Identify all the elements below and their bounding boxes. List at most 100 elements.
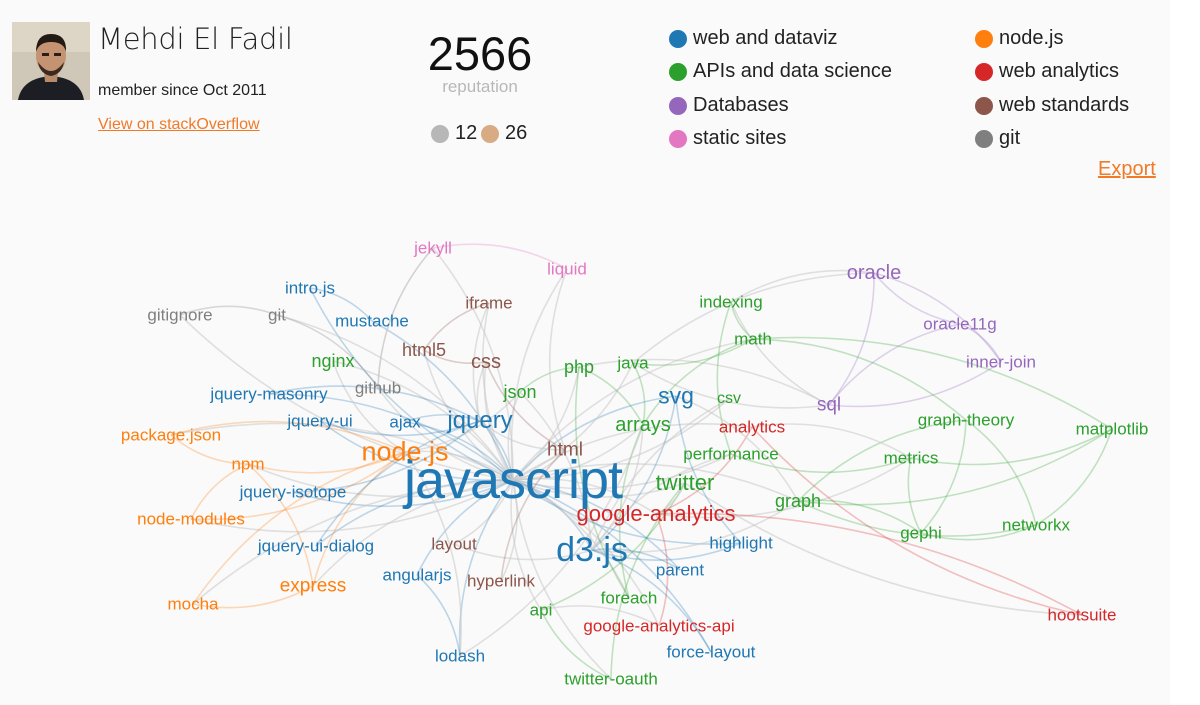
tag-node[interactable]: hootsuite (1047, 605, 1117, 625)
tag-node[interactable]: javascript (403, 450, 623, 510)
tag-node[interactable]: nginx (311, 351, 355, 371)
tag-node[interactable]: ajax (389, 412, 421, 432)
tag-node[interactable]: mustache (335, 311, 409, 331)
tag-node[interactable]: csv (717, 390, 741, 407)
tag-node[interactable]: liquid (547, 259, 587, 279)
network-edge (459, 424, 644, 657)
network-edge (472, 302, 490, 422)
tag-node[interactable]: graph (774, 491, 822, 511)
tag-node[interactable]: node.js (361, 436, 449, 467)
legend-item-static-sites[interactable]: static sites (669, 127, 786, 150)
tag-node[interactable]: jekyll (414, 238, 452, 258)
tag-node[interactable]: html5 (401, 340, 447, 360)
tag-node[interactable]: arrays (615, 414, 671, 436)
legend-item-web-analytics[interactable]: web analytics (975, 60, 1119, 83)
tag-node[interactable]: analytics (718, 417, 786, 437)
network-edge (828, 323, 961, 406)
tag-node[interactable]: jquery-ui-dialog (257, 536, 375, 556)
tag-node[interactable]: google-analytics-api (583, 616, 735, 636)
tag-node[interactable]: graph-theory (917, 410, 1015, 430)
tag-node[interactable]: inner-join (966, 352, 1036, 372)
tag-node[interactable]: math (734, 329, 772, 349)
tag-node[interactable]: html (547, 439, 583, 461)
tag-node[interactable]: hyperlink (466, 571, 536, 591)
network-edge (512, 338, 754, 481)
network-edge (319, 420, 481, 437)
network-edge (591, 542, 742, 561)
tag-node[interactable]: iframe (465, 293, 513, 313)
network-edge (574, 366, 630, 599)
network-edge (920, 419, 967, 534)
network-edge (276, 314, 514, 481)
network-edge (655, 457, 912, 519)
tag-node[interactable]: git (268, 305, 286, 325)
tag-node[interactable]: php (563, 357, 595, 377)
tag-node[interactable]: api (529, 600, 553, 620)
network-edge (170, 434, 249, 465)
legend-dot-icon (975, 129, 993, 148)
tag-node[interactable]: matplotlib (1075, 419, 1149, 439)
legend-label: Databases (693, 94, 789, 116)
legend-label: node.js (999, 27, 1064, 49)
tag-node[interactable]: networkx (1001, 515, 1071, 535)
tag-node[interactable]: indexing (699, 292, 763, 312)
tag-node[interactable]: jquery-ui (287, 411, 353, 431)
network-edge (684, 482, 1083, 616)
network-edge (797, 499, 922, 534)
tag-node[interactable]: github (354, 378, 402, 398)
tag-node[interactable]: oracle (846, 262, 902, 284)
tag-node[interactable]: svg (658, 382, 694, 409)
tag-node[interactable]: parent (655, 560, 705, 580)
legend-dot-icon (975, 96, 993, 115)
tag-node[interactable]: jquery-isotope (239, 482, 347, 502)
tag-node[interactable]: gitignore (147, 305, 213, 325)
tag-node[interactable]: gephi (900, 523, 942, 543)
tag-node[interactable]: node-modules (137, 509, 245, 529)
tag-node[interactable]: twitter (655, 470, 715, 495)
tag-node[interactable]: force-layout (666, 642, 756, 662)
stackoverflow-link[interactable]: View on stackOverflow (98, 116, 260, 133)
network-edge (797, 428, 1113, 506)
tag-node[interactable]: lodash (434, 646, 486, 666)
tag-node[interactable]: d3.js (556, 531, 628, 569)
tag-node[interactable]: foreach (600, 588, 658, 608)
network-edge (332, 360, 514, 481)
tag-node[interactable]: performance (683, 444, 779, 464)
network-edge (828, 272, 875, 406)
legend-item-node-js[interactable]: node.js (975, 27, 1064, 50)
tag-node[interactable]: json (503, 382, 537, 402)
legend-item-web-standards[interactable]: web standards (975, 94, 1129, 117)
silver-badge: 12 (431, 122, 477, 145)
tag-node[interactable]: jquery-masonry (210, 384, 328, 404)
network-edge (540, 605, 660, 627)
tag-node[interactable]: npm (231, 454, 265, 474)
network-edge (716, 301, 732, 455)
network-edge (591, 500, 799, 553)
tag-node[interactable]: css (471, 351, 501, 373)
tag-node[interactable]: sql (816, 394, 842, 416)
legend-item-apis-and-data-science[interactable]: APIs and data science (669, 60, 892, 83)
network-edge (632, 272, 875, 364)
tag-network-edges (170, 243, 1113, 680)
tag-node[interactable]: java (617, 353, 649, 373)
tag-node[interactable]: metrics (883, 448, 939, 468)
network-edge (192, 451, 406, 605)
tag-node[interactable]: mocha (167, 594, 219, 614)
tag-node[interactable]: express (279, 575, 347, 597)
tag-node[interactable]: google-analytics (576, 501, 736, 526)
legend-item-databases[interactable]: Databases (669, 94, 789, 117)
legend-item-git[interactable]: git (975, 127, 1020, 150)
tag-node[interactable]: jquery (447, 407, 513, 434)
tag-node[interactable]: oracle11g (923, 314, 997, 334)
tag-node[interactable]: layout (431, 534, 477, 554)
tag-node[interactable]: intro.js (284, 278, 336, 298)
export-link[interactable]: Export (1098, 158, 1156, 180)
tag-node[interactable]: package.json (120, 425, 222, 445)
legend-item-web-and-dataviz[interactable]: web and dataviz (669, 27, 838, 50)
tag-node[interactable]: twitter-oauth (564, 669, 658, 689)
tag-node[interactable]: highlight (709, 533, 773, 553)
tag-node[interactable]: angularjs (382, 565, 452, 585)
legend-dot-icon (669, 96, 687, 115)
network-edge (416, 574, 461, 657)
network-edge (485, 361, 566, 451)
